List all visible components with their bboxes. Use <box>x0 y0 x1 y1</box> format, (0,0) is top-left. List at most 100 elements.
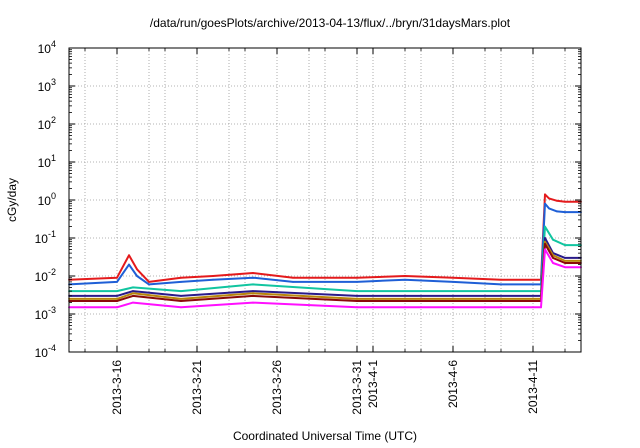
data-point <box>148 281 150 283</box>
data-point <box>556 210 558 213</box>
data-point <box>136 268 138 271</box>
series-line <box>69 225 581 293</box>
data-point <box>180 306 182 309</box>
x-tick-label: 2013-3-31 <box>350 360 364 415</box>
x-tick-label: 2013-3-16 <box>110 360 124 415</box>
data-point <box>564 200 566 203</box>
data-point <box>180 276 182 279</box>
data-point <box>556 199 558 202</box>
y-tick-label: 101 <box>38 153 56 170</box>
y-tick-label: 10-4 <box>35 343 56 360</box>
plot-frame <box>68 47 582 353</box>
data-point <box>132 290 134 292</box>
data-point <box>552 257 554 259</box>
x-tick-labels: 2013-3-16 2013-3-21 2013-3-26 2013-3-31 2013… <box>110 360 540 415</box>
data-point <box>252 283 254 286</box>
data-point <box>180 295 182 297</box>
series-line <box>69 248 581 309</box>
data-point <box>252 295 254 297</box>
data-point <box>564 257 566 259</box>
data-point <box>128 254 130 257</box>
x-axis-label: Coordinated Universal Time (UTC) <box>233 429 417 443</box>
x-tick-label: 2013-4-1 <box>366 360 380 408</box>
data-point <box>180 298 182 300</box>
data-point <box>356 295 358 297</box>
data-point <box>548 197 550 200</box>
series-lines <box>68 193 582 309</box>
data-point <box>452 300 454 302</box>
series-line <box>69 242 581 302</box>
data-point <box>292 276 294 279</box>
data-point <box>404 275 406 277</box>
y-tick-label: 10-1 <box>35 229 56 246</box>
data-point <box>252 301 254 304</box>
y-tick-label: 104 <box>38 39 56 56</box>
x-tick-label: 2013-3-26 <box>270 360 284 415</box>
data-point <box>180 281 182 283</box>
data-point <box>132 286 134 289</box>
data-point <box>544 248 546 251</box>
data-point <box>548 207 550 210</box>
data-point <box>404 278 406 281</box>
y-tick-label: 102 <box>38 115 56 132</box>
data-point <box>116 298 118 300</box>
data-point <box>564 244 566 247</box>
data-point <box>452 298 454 300</box>
data-point <box>116 276 118 279</box>
chart-title: /data/run/goesPlots/archive/2013-04-13/f… <box>150 16 511 30</box>
data-point <box>356 306 358 309</box>
data-point <box>116 295 118 297</box>
data-point <box>452 295 454 297</box>
data-point <box>544 193 546 196</box>
data-point <box>180 290 182 292</box>
data-point <box>356 290 358 292</box>
grid-lines <box>69 48 581 352</box>
y-tick-label: 100 <box>38 191 56 208</box>
data-point <box>212 275 214 277</box>
data-point <box>564 260 566 262</box>
x-tick-label: 2013-4-6 <box>446 360 460 408</box>
data-point <box>544 225 546 228</box>
data-point <box>564 211 566 214</box>
data-point <box>544 202 546 205</box>
data-point <box>356 276 358 279</box>
data-point <box>116 306 118 309</box>
data-point <box>356 281 358 283</box>
data-point <box>252 290 254 292</box>
data-point <box>544 240 546 243</box>
data-point <box>128 263 130 266</box>
data-point <box>148 283 150 286</box>
data-point <box>452 306 454 309</box>
data-point <box>116 290 118 292</box>
y-tick-label: 10-3 <box>35 305 56 322</box>
series-line <box>69 240 581 300</box>
data-point <box>544 237 546 239</box>
data-point <box>452 290 454 292</box>
data-point <box>500 283 502 286</box>
x-tick-label: 2013-3-21 <box>190 360 204 415</box>
y-tick-label: 10-2 <box>35 267 56 284</box>
data-point <box>252 272 254 274</box>
x-tick-label: 2013-4-11 <box>526 360 540 414</box>
series-line <box>68 202 581 286</box>
data-point <box>132 301 134 304</box>
data-point <box>540 306 542 309</box>
data-point <box>132 295 134 297</box>
y-tick-labels: 10-4 10-3 10-2 10-1 100 101 102 103 104 <box>35 39 56 360</box>
data-point <box>116 300 118 302</box>
data-point <box>356 298 358 300</box>
data-point <box>452 281 454 283</box>
data-point <box>136 275 138 277</box>
data-point <box>212 278 214 281</box>
data-point <box>252 292 254 295</box>
data-point <box>552 238 554 241</box>
data-point <box>452 276 454 279</box>
y-tick-label: 103 <box>38 77 56 94</box>
data-point <box>544 243 546 245</box>
data-point <box>552 262 554 264</box>
y-axis-label: cGy/day <box>5 178 19 222</box>
data-point <box>252 276 254 279</box>
data-point <box>356 300 358 302</box>
data-point <box>500 278 502 281</box>
